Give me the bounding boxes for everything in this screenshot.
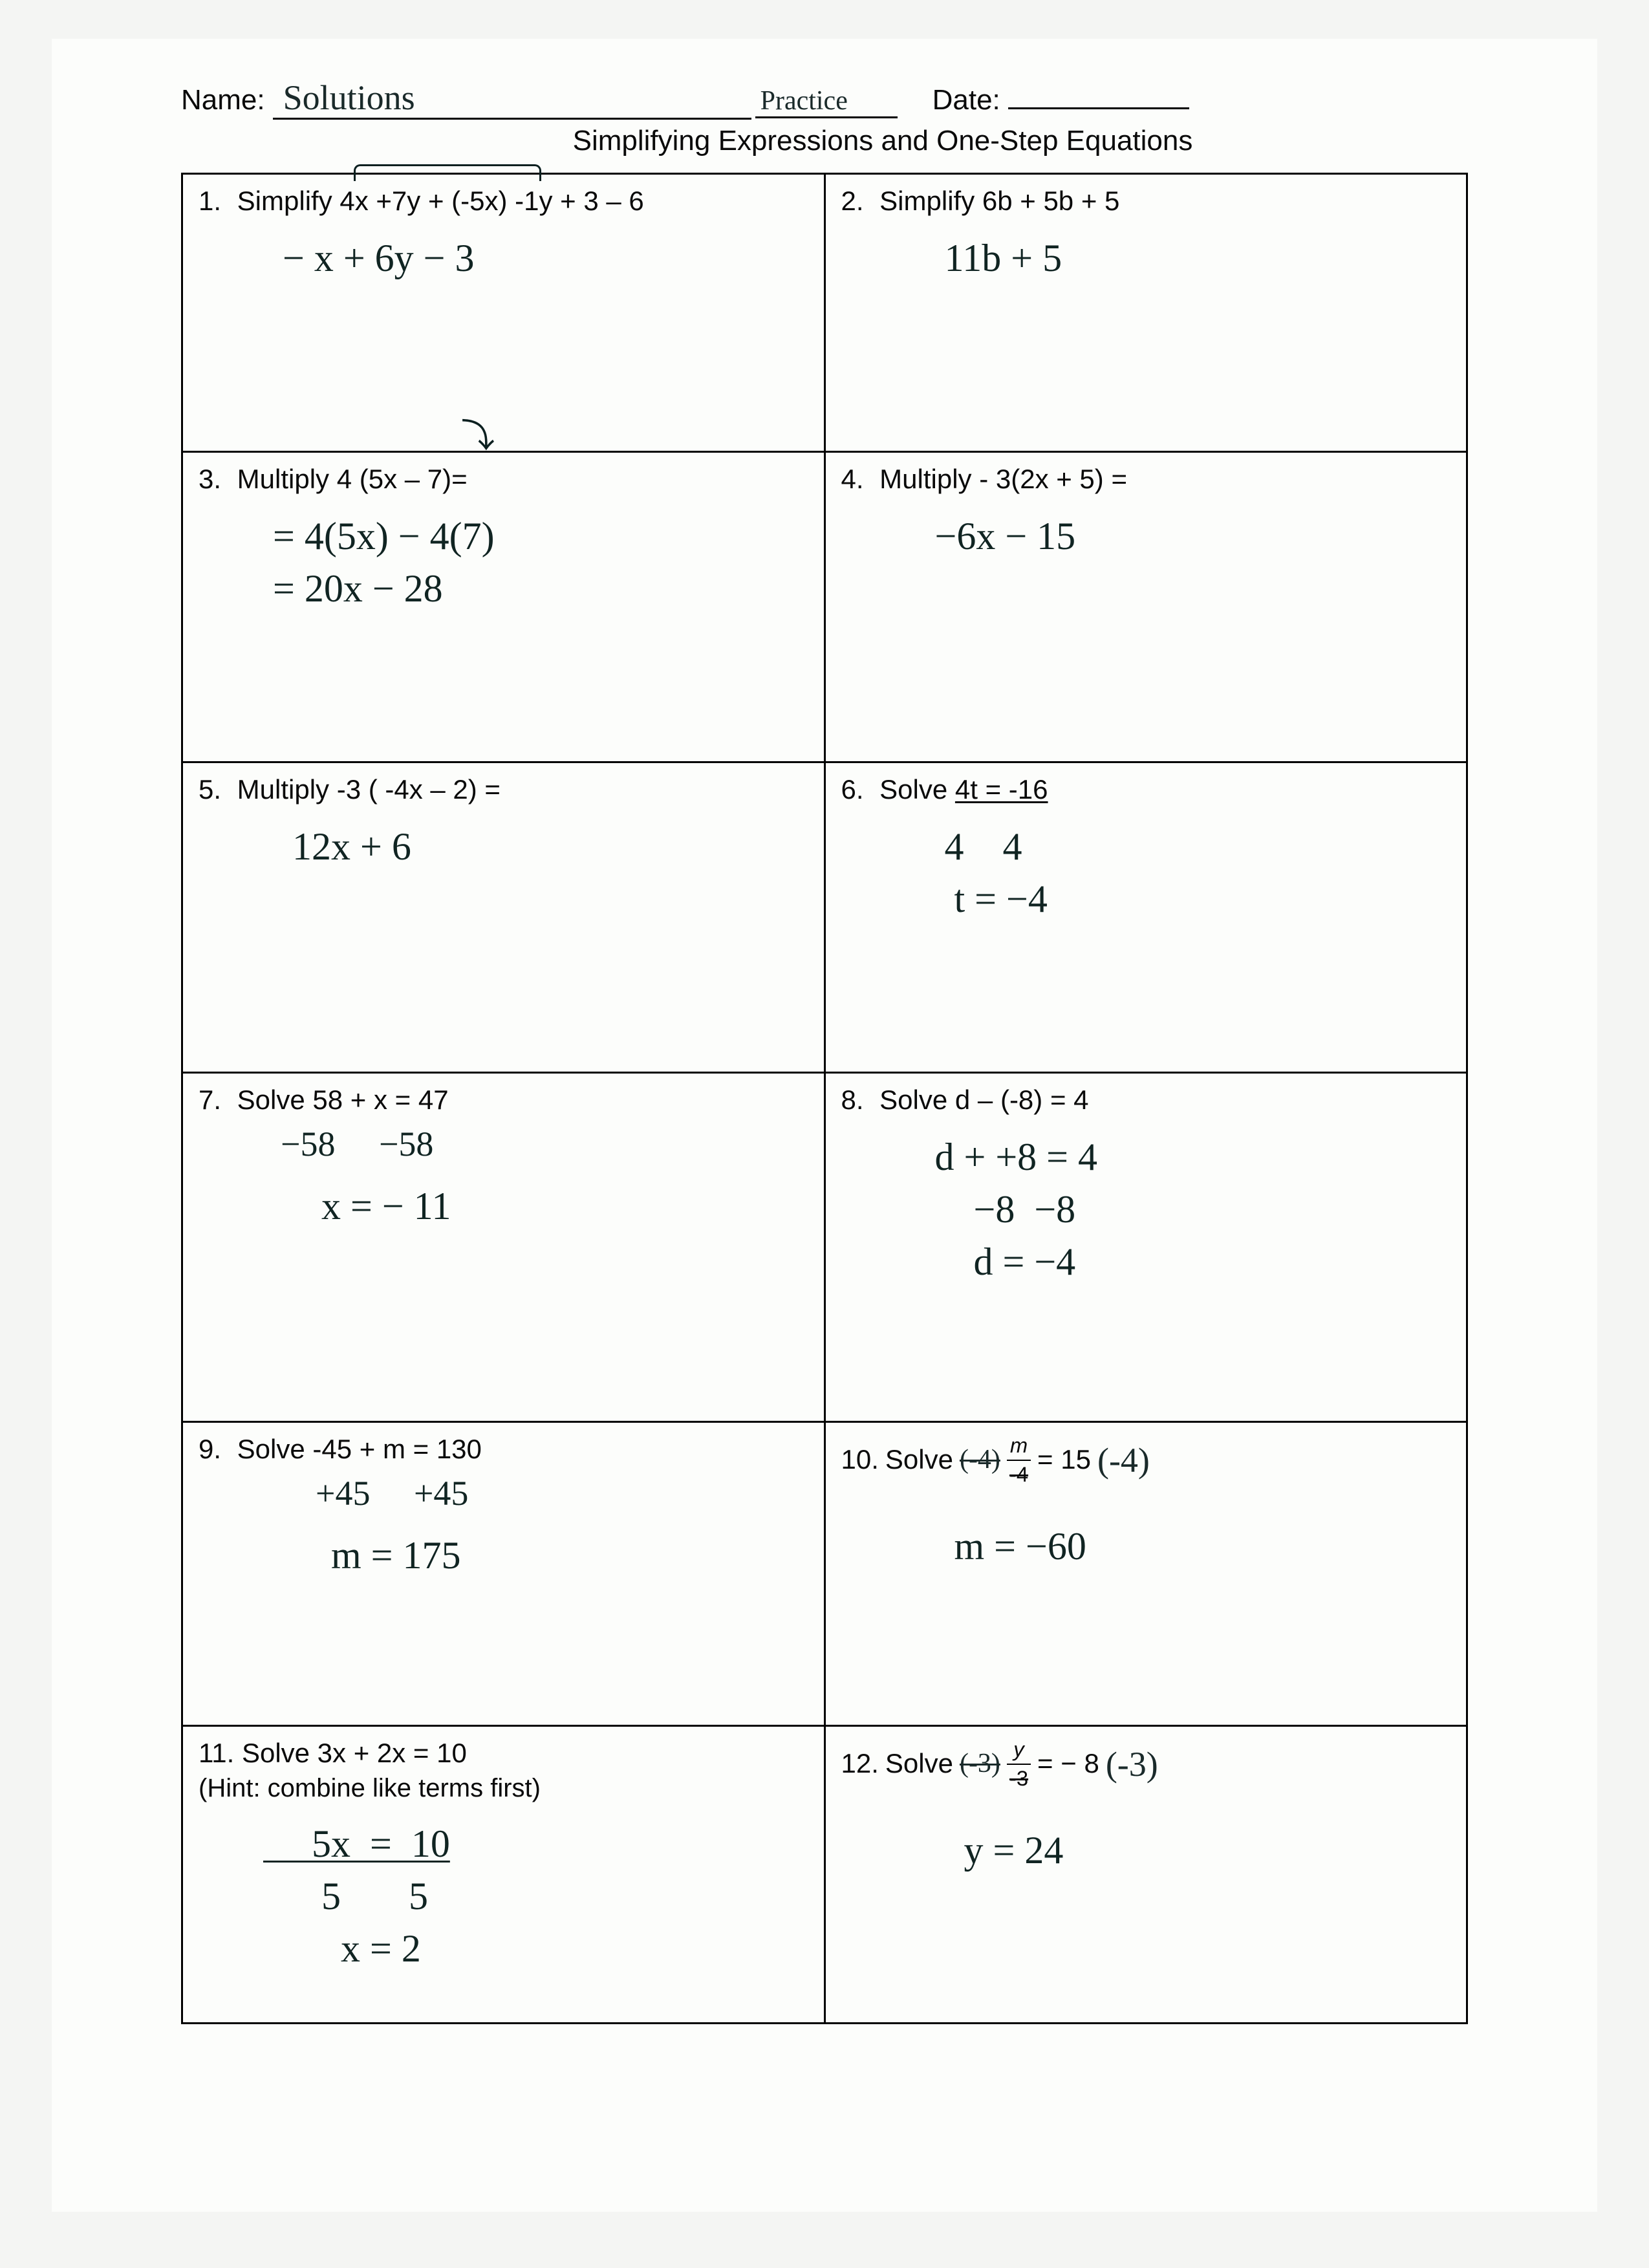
cell-12: 12. Solve (-3) y -3 = − 8 (-3) y = 24 xyxy=(824,1726,1467,2024)
prompt-3: 3. Multiply 4 (5x – 7)= xyxy=(199,462,808,497)
cell-6: 6. Solve 4t = -16 4 4 t = −4 xyxy=(824,762,1467,1073)
practice-value: Practice xyxy=(760,86,848,116)
name-value: Solutions xyxy=(283,78,415,117)
fraction-10: m -4 xyxy=(1007,1432,1031,1488)
prompt-7: 7. Solve 58 + x = 47 xyxy=(199,1083,808,1118)
hand-mult-right-10: (-4) xyxy=(1097,1438,1150,1483)
work-9-step: +45 +45 xyxy=(199,1467,808,1517)
cell-9: 9. Solve -45 + m = 130 +45 +45 m = 175 xyxy=(182,1422,825,1726)
work-1: − x + 6y − 3 xyxy=(199,219,808,285)
cell-11: 11. Solve 3x + 2x = 10 (Hint: combine li… xyxy=(182,1726,825,2024)
hint-11: (Hint: combine like terms first) xyxy=(199,1771,808,1805)
prompt-12: 12. Solve (-3) y -3 = − 8 (-3) xyxy=(841,1736,1451,1792)
prompt-8: 8. Solve d – (-8) = 4 xyxy=(841,1083,1451,1118)
cell-2: 2. Simplify 6b + 5b + 5 11b + 5 xyxy=(824,174,1467,452)
work-11: 5x = 10 5 5 x = 2 xyxy=(199,1805,808,1975)
work-8: d + +8 = 4 −8 −8 d = −4 xyxy=(841,1118,1451,1288)
prompt-1: 1. Simplify 4x +7y + (-5x) -1y + 3 – 6 xyxy=(199,184,808,219)
date-label: Date: xyxy=(932,84,1000,116)
date-field xyxy=(1008,86,1189,109)
hand-mult-right-12: (-3) xyxy=(1106,1742,1158,1787)
cell-10: 10. Solve (-4) m -4 = 15 (-4) m = −60 xyxy=(824,1422,1467,1726)
cell-4: 4. Multiply - 3(2x + 5) = −6x − 15 xyxy=(824,452,1467,762)
cell-7: 7. Solve 58 + x = 47 −58 −58 x = − 11 xyxy=(182,1073,825,1422)
work-9: m = 175 xyxy=(199,1517,808,1582)
work-2: 11b + 5 xyxy=(841,219,1451,285)
problems-table: 1. Simplify 4x +7y + (-5x) -1y + 3 – 6 −… xyxy=(181,173,1468,2024)
prompt-2: 2. Simplify 6b + 5b + 5 xyxy=(841,184,1451,219)
grouping-bracket-icon xyxy=(354,164,541,181)
cell-5: 5. Multiply -3 ( -4x – 2) = 12x + 6 xyxy=(182,762,825,1073)
cell-1: 1. Simplify 4x +7y + (-5x) -1y + 3 – 6 −… xyxy=(182,174,825,452)
header: Name: Solutions Practice Date: xyxy=(181,78,1468,120)
work-4: −6x − 15 xyxy=(841,497,1451,563)
name-field: Solutions xyxy=(273,78,751,120)
hand-mult-left-10: (-4) xyxy=(960,1442,1000,1478)
work-12: y = 24 xyxy=(841,1792,1451,1877)
cell-8: 8. Solve d – (-8) = 4 d + +8 = 4 −8 −8 d… xyxy=(824,1073,1467,1422)
prompt-10: 10. Solve (-4) m -4 = 15 (-4) xyxy=(841,1432,1451,1488)
prompt-4: 4. Multiply - 3(2x + 5) = xyxy=(841,462,1451,497)
prompt-9: 9. Solve -45 + m = 130 xyxy=(199,1432,808,1467)
work-10: m = −60 xyxy=(841,1488,1451,1573)
worksheet-page: Name: Solutions Practice Date: Simplifyi… xyxy=(52,39,1597,2212)
work-3: = 4(5x) − 4(7) = 20x − 28 xyxy=(199,497,808,615)
work-7: x = − 11 xyxy=(199,1167,808,1233)
fraction-12: y -3 xyxy=(1007,1736,1031,1792)
practice-field: Practice xyxy=(755,84,898,118)
cell-3: 3. Multiply 4 (5x – 7)= = 4(5x) − 4(7) =… xyxy=(182,452,825,762)
prompt-11: 11. Solve 3x + 2x = 10 xyxy=(199,1736,808,1771)
work-6: 4 4 t = −4 xyxy=(841,808,1451,925)
hand-mult-left-12: (-3) xyxy=(960,1746,1000,1782)
prompt-6: 6. Solve 4t = -16 xyxy=(841,772,1451,808)
prompt-5: 5. Multiply -3 ( -4x – 2) = xyxy=(199,772,808,808)
work-5: 12x + 6 xyxy=(199,808,808,873)
work-7-step: −58 −58 xyxy=(199,1118,808,1168)
worksheet-title: Simplifying Expressions and One-Step Equ… xyxy=(181,125,1468,157)
arrow-icon: ⤵ xyxy=(461,409,495,457)
name-label: Name: xyxy=(181,84,265,116)
